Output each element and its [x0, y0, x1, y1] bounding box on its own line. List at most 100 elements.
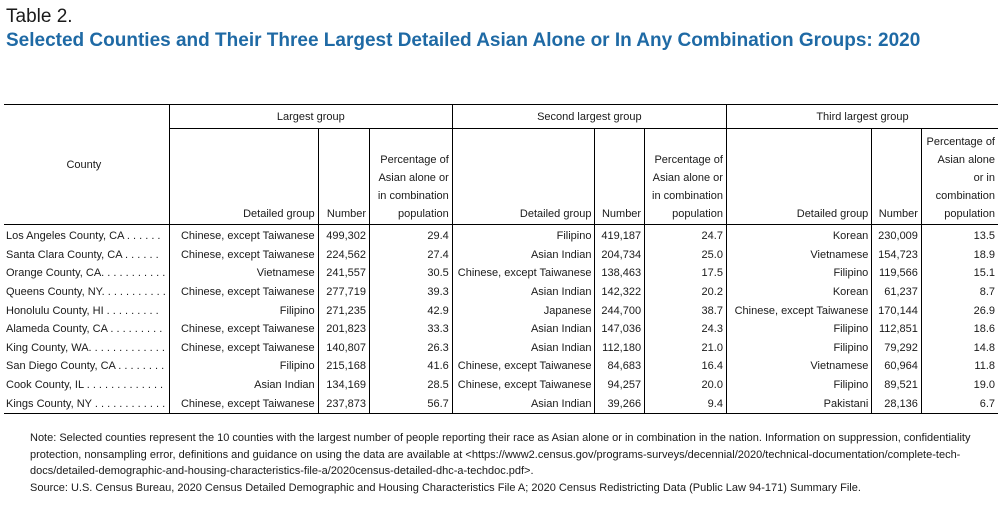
percentage-header: Percentage of Asian alone or in combinat… — [644, 128, 727, 225]
largest-group-cell: Chinese, except Taiwanese — [168, 224, 319, 246]
third-percentage-cell: 15.1 — [920, 264, 998, 283]
county-cell: Cook County, IL . . . . . . . . . . . . … — [6, 379, 164, 392]
third-group-cell: Filipino — [725, 375, 872, 395]
detailed-group-header: Detailed group — [168, 128, 319, 225]
second-percentage-cell: 24.7 — [644, 224, 727, 246]
county-cell: Queens County, NY. . . . . . . . . . . — [6, 286, 166, 299]
largest-group-cell: Chinese, except Taiwanese — [168, 282, 319, 302]
third-number-cell: 154,723 — [871, 245, 922, 265]
largest-percentage-cell: 27.4 — [369, 245, 453, 265]
county-header: County — [4, 104, 170, 225]
second-group-cell: Filipino — [451, 224, 595, 246]
third-number-cell: 79,292 — [871, 338, 922, 358]
largest-group-cell: Vietnamese — [168, 264, 319, 283]
percentage-header: Percentage of Asian alone or in combinat… — [920, 128, 998, 225]
table-row: Cook County, IL . . . . . . . . . . . . … — [4, 375, 998, 395]
largest-number-cell: 140,807 — [317, 338, 370, 358]
largest-percentage-cell: 26.3 — [369, 338, 453, 358]
second-percentage-cell: 20.0 — [644, 375, 727, 395]
second-percentage-cell: 20.2 — [644, 282, 727, 302]
third-percentage-cell: 8.7 — [920, 282, 998, 302]
largest-group-cell: Chinese, except Taiwanese — [168, 245, 319, 265]
largest-group-cell: Chinese, except Taiwanese — [168, 394, 319, 414]
third-number-cell: 60,964 — [871, 357, 922, 376]
second-percentage-cell: 24.3 — [644, 319, 727, 339]
second-percentage-cell: 17.5 — [644, 264, 727, 283]
table-caption: Table 2. Selected Counties and Their Thr… — [6, 6, 996, 52]
largest-number-cell: 499,302 — [317, 224, 370, 246]
third-percentage-cell: 19.0 — [920, 375, 998, 395]
second-percentage-cell: 9.4 — [644, 394, 727, 414]
largest-group-cell: Asian Indian — [168, 375, 319, 395]
second-number-cell: 138,463 — [594, 264, 645, 283]
table-label: Table 2. — [6, 6, 73, 27]
second-group-cell: Asian Indian — [451, 394, 595, 414]
table-body: Los Angeles County, CA . . . . . . Chines… — [4, 224, 998, 414]
second-number-cell: 419,187 — [594, 224, 645, 246]
largest-number-cell: 271,235 — [317, 301, 370, 320]
largest-percentage-cell: 41.6 — [369, 357, 453, 376]
table-row: Queens County, NY. . . . . . . . . . . Ch… — [4, 282, 998, 302]
third-number-cell: 112,851 — [871, 319, 922, 339]
largest-percentage-cell: 39.3 — [369, 282, 453, 302]
third-number-cell: 28,136 — [871, 394, 922, 414]
largest-number-cell: 237,873 — [317, 394, 370, 414]
number-header: Number — [317, 128, 370, 225]
table-row: Alameda County, CA . . . . . . . . . Chin… — [4, 319, 998, 339]
second-number-cell: 112,180 — [594, 338, 645, 358]
second-group-cell: Chinese, except Taiwanese — [451, 375, 595, 395]
second-percentage-cell: 21.0 — [644, 338, 727, 358]
third-group-cell: Filipino — [725, 338, 872, 358]
source-text: Source: U.S. Census Bureau, 2020 Census … — [30, 481, 861, 494]
county-cell: Alameda County, CA . . . . . . . . . — [6, 323, 163, 336]
table-row: San Diego County, CA . . . . . . . . Fili… — [4, 357, 998, 376]
third-group-cell: Filipino — [725, 319, 872, 339]
county-cell: Honolulu County, HI . . . . . . . . . — [6, 304, 159, 317]
largest-percentage-cell: 30.5 — [369, 264, 453, 283]
detailed-group-header: Detailed group — [451, 128, 595, 225]
county-cell: Santa Clara County, CA . . . . . . — [6, 248, 159, 261]
largest-percentage-cell: 33.3 — [369, 319, 453, 339]
largest-group-cell: Chinese, except Taiwanese — [168, 319, 319, 339]
second-percentage-cell: 25.0 — [644, 245, 727, 265]
largest-group-cell: Filipino — [168, 357, 319, 376]
counties-table: County Largest group Second largest grou… — [4, 104, 998, 414]
third-percentage-cell: 6.7 — [920, 394, 998, 414]
largest-group-cell: Chinese, except Taiwanese — [168, 338, 319, 358]
third-group-cell: Pakistani — [725, 394, 872, 414]
third-percentage-cell: 26.9 — [920, 301, 998, 320]
third-number-cell: 89,521 — [871, 375, 922, 395]
note-text: Note: Selected counties represent the 10… — [30, 432, 971, 477]
third-percentage-cell: 18.6 — [920, 319, 998, 339]
table-title: Selected Counties and Their Three Larges… — [6, 30, 921, 51]
second-group-cell: Asian Indian — [451, 319, 595, 339]
third-percentage-cell: 14.8 — [920, 338, 998, 358]
second-largest-group-header: Second largest group — [451, 104, 727, 129]
third-number-cell: 119,566 — [871, 264, 922, 283]
largest-percentage-cell: 29.4 — [369, 224, 453, 246]
third-number-cell: 230,009 — [871, 224, 922, 246]
table-row: King County, WA. . . . . . . . . . . . .… — [4, 338, 998, 358]
second-number-cell: 204,734 — [594, 245, 645, 265]
second-number-cell: 142,322 — [594, 282, 645, 302]
second-group-cell: Asian Indian — [451, 282, 595, 302]
percentage-header: Percentage of Asian alone or in combinat… — [369, 128, 453, 225]
number-header: Number — [594, 128, 645, 225]
third-number-cell: 61,237 — [871, 282, 922, 302]
third-group-cell: Vietnamese — [725, 357, 872, 376]
largest-percentage-cell: 42.9 — [369, 301, 453, 320]
second-percentage-cell: 16.4 — [644, 357, 727, 376]
second-group-cell: Chinese, except Taiwanese — [451, 357, 595, 376]
detailed-group-header: Detailed group — [725, 128, 872, 225]
second-group-cell: Asian Indian — [451, 338, 595, 358]
table-row: Kings County, NY . . . . . . . . . . . .… — [4, 394, 998, 414]
third-largest-group-header: Third largest group — [725, 104, 998, 129]
largest-number-cell: 215,168 — [317, 357, 370, 376]
table-row: Los Angeles County, CA . . . . . . Chines… — [4, 224, 998, 246]
county-cell: Kings County, NY . . . . . . . . . . . . — [4, 394, 170, 414]
largest-percentage-cell: 28.5 — [369, 375, 453, 395]
second-percentage-cell: 38.7 — [644, 301, 727, 320]
third-group-cell: Korean — [725, 224, 872, 246]
second-number-cell: 147,036 — [594, 319, 645, 339]
table-row: Orange County, CA. . . . . . . . . . . Vi… — [4, 264, 998, 283]
